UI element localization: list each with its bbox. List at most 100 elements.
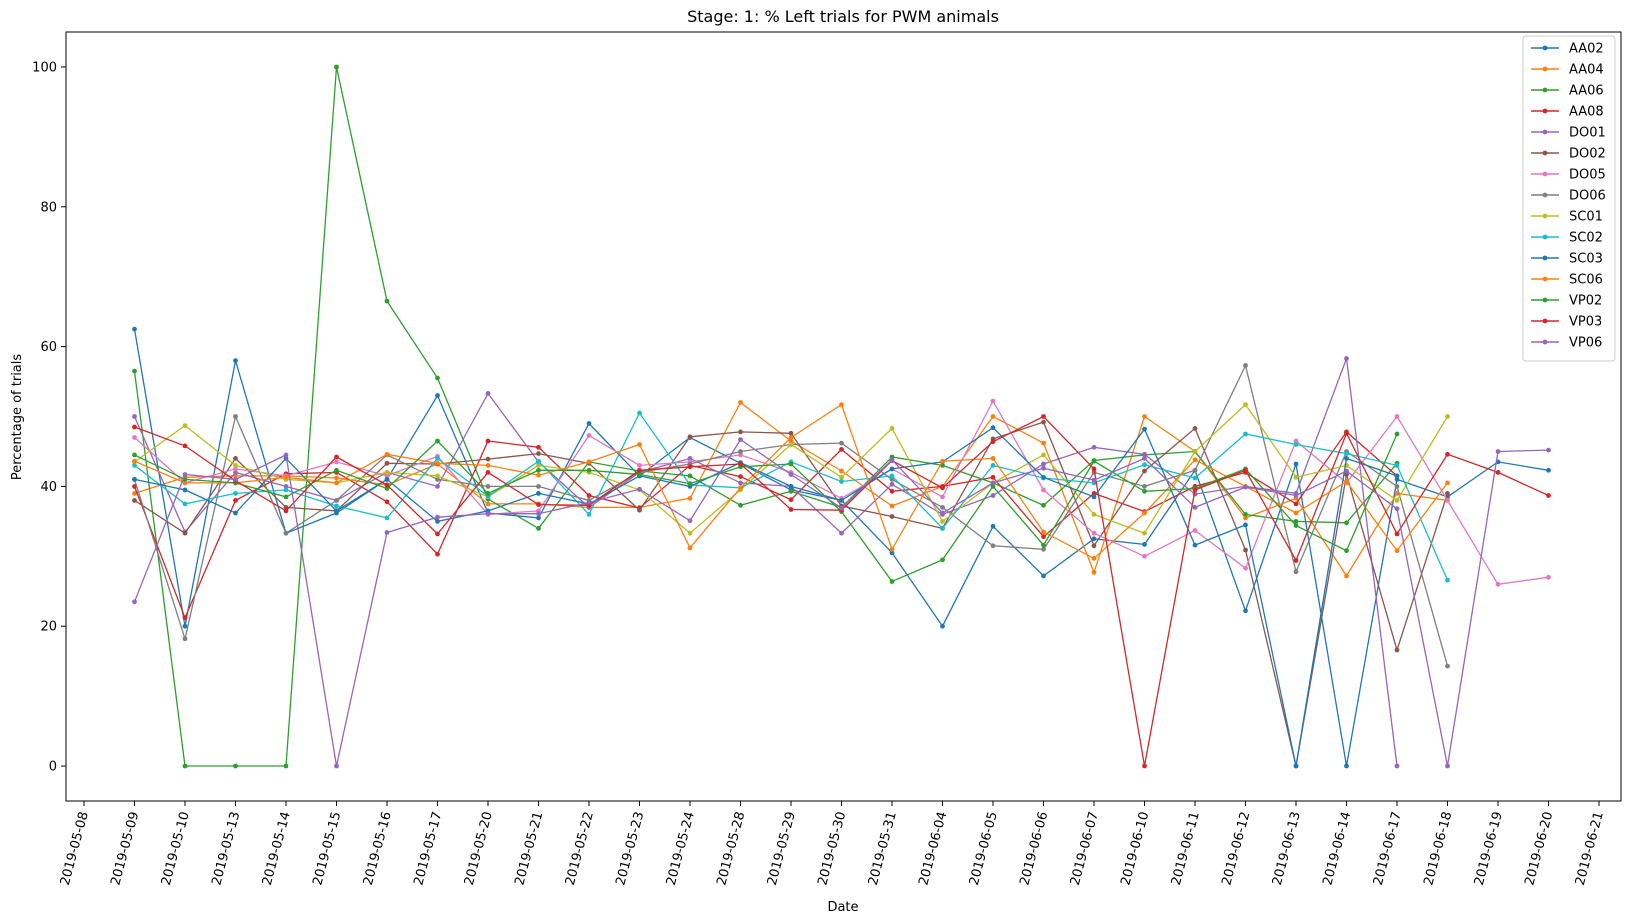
data-point <box>435 477 440 482</box>
legend-label: DO02 <box>1569 147 1606 162</box>
data-point <box>1091 536 1097 542</box>
data-point <box>788 461 794 467</box>
data-point <box>1293 442 1299 447</box>
data-point <box>233 466 238 472</box>
data-point <box>1445 414 1450 419</box>
data-point <box>1495 470 1501 475</box>
data-point <box>738 474 743 479</box>
legend-entry-do05: DO05 <box>1531 168 1606 183</box>
data-point <box>536 484 541 489</box>
legend-marker <box>1542 339 1548 345</box>
x-tick-label: 2019-06-07 <box>1068 810 1102 887</box>
data-point <box>990 474 996 480</box>
data-point <box>1293 474 1299 480</box>
x-tick-label: 2019-05-17 <box>411 810 445 887</box>
data-point <box>1041 534 1046 540</box>
data-point <box>1243 608 1248 614</box>
data-point <box>1394 498 1400 503</box>
data-point <box>334 498 339 503</box>
data-point <box>485 463 491 468</box>
data-point <box>940 505 945 510</box>
data-point <box>1041 414 1046 419</box>
data-point <box>586 493 592 498</box>
y-axis-ticks: 0 20 40 60 80 100 <box>32 60 66 775</box>
data-point <box>1041 502 1046 508</box>
x-tick-label: 2019-06-19 <box>1472 810 1506 887</box>
data-point <box>1142 414 1147 419</box>
series-aa04 <box>132 400 1450 579</box>
data-point <box>1495 581 1501 587</box>
legend-label: VP06 <box>1569 336 1602 351</box>
data-point <box>889 514 895 519</box>
series-line <box>134 403 1449 535</box>
data-point <box>536 458 541 464</box>
data-point <box>738 452 743 458</box>
data-point <box>687 518 693 524</box>
series-line <box>133 66 1398 767</box>
data-point <box>283 487 289 493</box>
legend-entry-aa08: AA08 <box>1531 105 1604 120</box>
data-point <box>1041 529 1046 535</box>
series-line <box>133 430 1398 620</box>
data-point <box>536 444 541 450</box>
data-point <box>233 763 238 769</box>
data-point <box>738 502 743 508</box>
data-point <box>1142 451 1147 457</box>
series-line <box>134 426 1398 767</box>
data-point <box>1091 530 1097 536</box>
data-point <box>1293 569 1299 575</box>
data-point <box>788 497 794 503</box>
data-point <box>637 410 642 416</box>
x-tick-label: 2019-06-20 <box>1522 810 1556 887</box>
data-point <box>1344 456 1349 461</box>
x-tick-label: 2019-05-09 <box>108 810 142 887</box>
legend-entry-vp03: VP03 <box>1531 315 1602 330</box>
x-tick-label: 2019-05-30 <box>815 810 849 887</box>
data-point <box>233 463 238 468</box>
y-tick-label: 40 <box>40 480 57 495</box>
data-point <box>384 451 390 457</box>
data-point <box>132 435 137 440</box>
data-point <box>435 531 440 537</box>
data-point <box>637 507 642 513</box>
data-point <box>1394 477 1400 482</box>
data-point <box>435 438 440 444</box>
data-point <box>536 526 541 531</box>
legend-label: AA04 <box>1569 63 1604 78</box>
data-point <box>990 543 996 549</box>
data-point <box>182 501 188 507</box>
data-point <box>334 508 339 514</box>
legend-label: AA02 <box>1569 42 1604 57</box>
data-point <box>1344 451 1349 456</box>
data-point <box>990 484 996 489</box>
data-point <box>384 298 390 304</box>
data-point <box>334 459 339 465</box>
data-point <box>1091 477 1097 483</box>
data-point <box>485 456 491 462</box>
data-point <box>990 463 996 468</box>
data-point <box>990 480 996 486</box>
data-point <box>1091 458 1097 464</box>
data-point <box>384 515 390 521</box>
data-point <box>1243 467 1248 473</box>
series-vp02 <box>132 431 1400 584</box>
legend: AA02 AA04 AA06 AA08 DO01 DO02 DO05 DO06 SC01 SC02… <box>1522 35 1616 362</box>
data-point <box>1293 493 1299 498</box>
legend-entry-sc03: SC03 <box>1531 252 1603 267</box>
data-point <box>839 468 844 474</box>
data-point <box>435 473 440 479</box>
data-point <box>182 623 188 629</box>
data-point <box>1192 528 1198 533</box>
data-point <box>1243 363 1248 368</box>
data-point <box>940 623 945 629</box>
data-point <box>1142 763 1147 769</box>
data-point <box>182 423 188 428</box>
data-point <box>687 495 693 501</box>
data-point <box>1293 461 1299 467</box>
data-point <box>687 464 693 470</box>
legend-marker <box>1542 276 1548 282</box>
data-point <box>1142 456 1147 461</box>
data-point <box>1192 542 1198 548</box>
data-point <box>1344 573 1349 579</box>
data-point <box>1142 553 1147 559</box>
